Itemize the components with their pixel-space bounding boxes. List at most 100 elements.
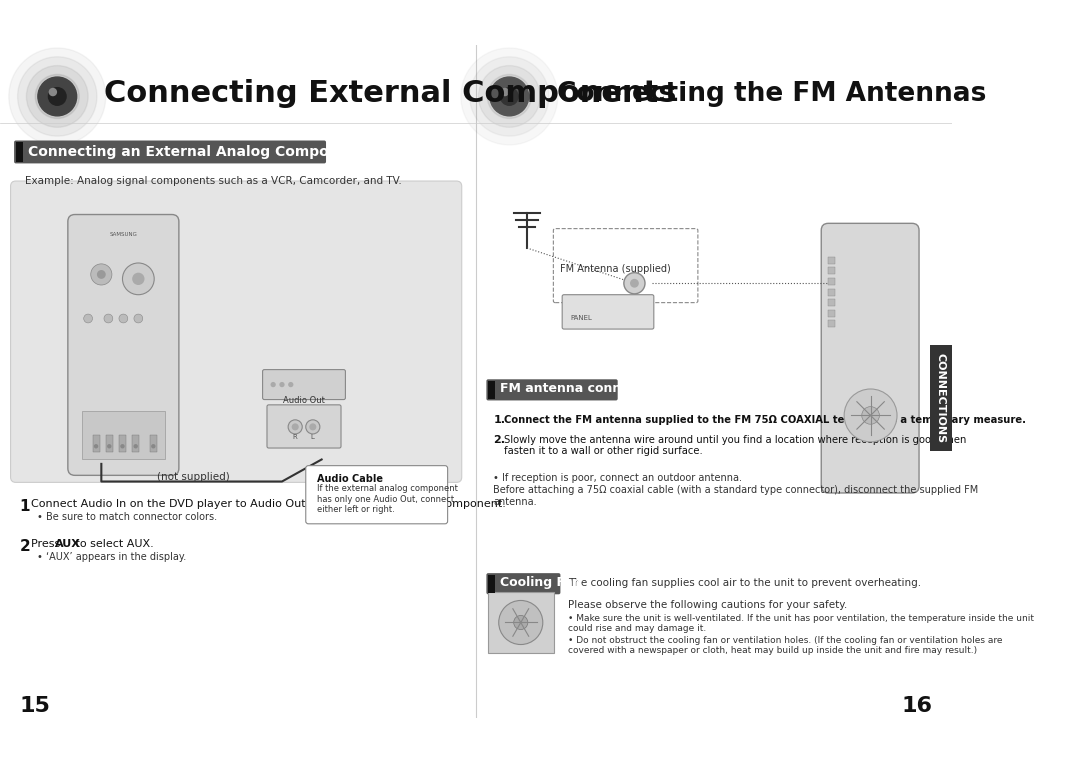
- Text: 1: 1: [19, 499, 30, 514]
- Text: If the external analog component
has only one Audio Out, connect
either left or : If the external analog component has onl…: [318, 485, 458, 514]
- Circle shape: [630, 278, 639, 288]
- Circle shape: [461, 48, 557, 145]
- FancyBboxPatch shape: [306, 465, 447, 524]
- Circle shape: [470, 56, 549, 136]
- FancyBboxPatch shape: [14, 140, 326, 163]
- Text: • Do not obstruct the cooling fan or ventilation holes. (If the cooling fan or v: • Do not obstruct the cooling fan or ven…: [568, 636, 1003, 655]
- Circle shape: [38, 77, 77, 116]
- Text: PANEL: PANEL: [570, 315, 593, 321]
- Text: Connecting the FM Antennas: Connecting the FM Antennas: [557, 81, 986, 107]
- Text: FM antenna connection: FM antenna connection: [500, 382, 665, 395]
- FancyBboxPatch shape: [486, 379, 618, 401]
- Bar: [828, 310, 835, 317]
- Bar: [930, 345, 951, 451]
- Bar: [828, 278, 835, 285]
- Bar: [488, 381, 496, 399]
- Circle shape: [94, 444, 98, 449]
- Circle shape: [132, 272, 145, 285]
- Text: Slowly move the antenna wire around until you find a location where reception is: Slowly move the antenna wire around unti…: [504, 435, 967, 456]
- Circle shape: [306, 420, 320, 434]
- Bar: [82, 411, 165, 459]
- Bar: [16, 142, 23, 162]
- Bar: [828, 267, 835, 275]
- Circle shape: [862, 407, 879, 424]
- Circle shape: [50, 89, 56, 95]
- Text: Cooling Fan: Cooling Fan: [500, 576, 582, 589]
- FancyBboxPatch shape: [486, 573, 561, 594]
- Text: Connect Audio In on the DVD player to Audio Out on the external analog component: Connect Audio In on the DVD player to Au…: [31, 499, 505, 509]
- Circle shape: [270, 382, 275, 388]
- Circle shape: [97, 270, 106, 278]
- Circle shape: [17, 56, 97, 136]
- FancyBboxPatch shape: [821, 224, 919, 493]
- Text: Connecting an External Analog Component: Connecting an External Analog Component: [28, 145, 365, 159]
- Circle shape: [845, 389, 897, 442]
- Bar: [828, 299, 835, 306]
- Circle shape: [107, 444, 111, 449]
- Text: The cooling fan supplies cool air to the unit to prevent overheating.: The cooling fan supplies cool air to the…: [568, 578, 921, 588]
- Circle shape: [309, 423, 316, 430]
- FancyBboxPatch shape: [553, 229, 698, 303]
- Circle shape: [9, 48, 106, 145]
- Bar: [828, 257, 835, 264]
- Text: to select AUX.: to select AUX.: [72, 539, 154, 549]
- Circle shape: [490, 77, 529, 116]
- FancyBboxPatch shape: [563, 295, 653, 329]
- Text: 2: 2: [19, 539, 30, 554]
- Circle shape: [134, 314, 143, 323]
- Circle shape: [151, 444, 156, 449]
- Circle shape: [288, 420, 302, 434]
- Text: Audio Out: Audio Out: [283, 396, 325, 405]
- Bar: [150, 435, 157, 452]
- Bar: [93, 435, 99, 452]
- Bar: [106, 435, 112, 452]
- Text: Audio Cable: Audio Cable: [318, 474, 383, 484]
- Circle shape: [36, 75, 79, 118]
- Text: SAMSUNG: SAMSUNG: [109, 232, 137, 237]
- Text: Example: Analog signal components such as a VCR, Camcorder, and TV.: Example: Analog signal components such a…: [25, 175, 402, 185]
- Text: Please observe the following cautions for your safety.: Please observe the following cautions fo…: [568, 600, 848, 610]
- Circle shape: [280, 382, 285, 388]
- Text: • Make sure the unit is well-ventilated. If the unit has poor ventilation, the t: • Make sure the unit is well-ventilated.…: [568, 613, 1035, 633]
- Text: • Be sure to match connector colors.: • Be sure to match connector colors.: [37, 512, 217, 523]
- FancyBboxPatch shape: [262, 369, 346, 400]
- Circle shape: [499, 600, 543, 645]
- Text: Connect the FM antenna supplied to the FM 75Ω COAXIAL terminal as a temporary me: Connect the FM antenna supplied to the F…: [504, 415, 1026, 426]
- Circle shape: [288, 382, 294, 388]
- Circle shape: [119, 314, 127, 323]
- FancyBboxPatch shape: [11, 181, 462, 482]
- Text: 1.: 1.: [494, 415, 505, 426]
- Text: R: R: [293, 434, 298, 440]
- Circle shape: [91, 264, 112, 285]
- Bar: [119, 435, 126, 452]
- Circle shape: [478, 66, 540, 127]
- Circle shape: [292, 423, 299, 430]
- Bar: [828, 320, 835, 327]
- Text: L: L: [311, 434, 314, 440]
- Bar: [488, 575, 496, 593]
- Circle shape: [501, 89, 509, 95]
- Text: Before attaching a 75Ω coaxial cable (with a standard type connector), disconnec: Before attaching a 75Ω coaxial cable (wi…: [494, 485, 978, 507]
- Circle shape: [134, 444, 138, 449]
- Text: • If reception is poor, connect an outdoor antenna.: • If reception is poor, connect an outdo…: [494, 473, 742, 483]
- Circle shape: [84, 314, 93, 323]
- Circle shape: [500, 88, 518, 105]
- Bar: [132, 435, 139, 452]
- FancyBboxPatch shape: [267, 405, 341, 448]
- FancyBboxPatch shape: [68, 214, 179, 475]
- Text: 16: 16: [902, 696, 932, 716]
- Text: AUX: AUX: [55, 539, 81, 549]
- Circle shape: [120, 444, 124, 449]
- Circle shape: [26, 66, 89, 127]
- Text: (not supplied): (not supplied): [158, 472, 230, 482]
- Text: 15: 15: [19, 696, 51, 716]
- Circle shape: [624, 272, 645, 294]
- Bar: [488, 591, 554, 653]
- Text: Connecting External Components: Connecting External Components: [104, 79, 676, 108]
- Text: CONNECTIONS: CONNECTIONS: [935, 353, 945, 443]
- Text: • ‘AUX’ appears in the display.: • ‘AUX’ appears in the display.: [37, 552, 186, 562]
- Text: FM Antenna (supplied): FM Antenna (supplied): [559, 264, 671, 274]
- Bar: [828, 288, 835, 295]
- Circle shape: [49, 88, 66, 105]
- Text: 2.: 2.: [494, 435, 505, 445]
